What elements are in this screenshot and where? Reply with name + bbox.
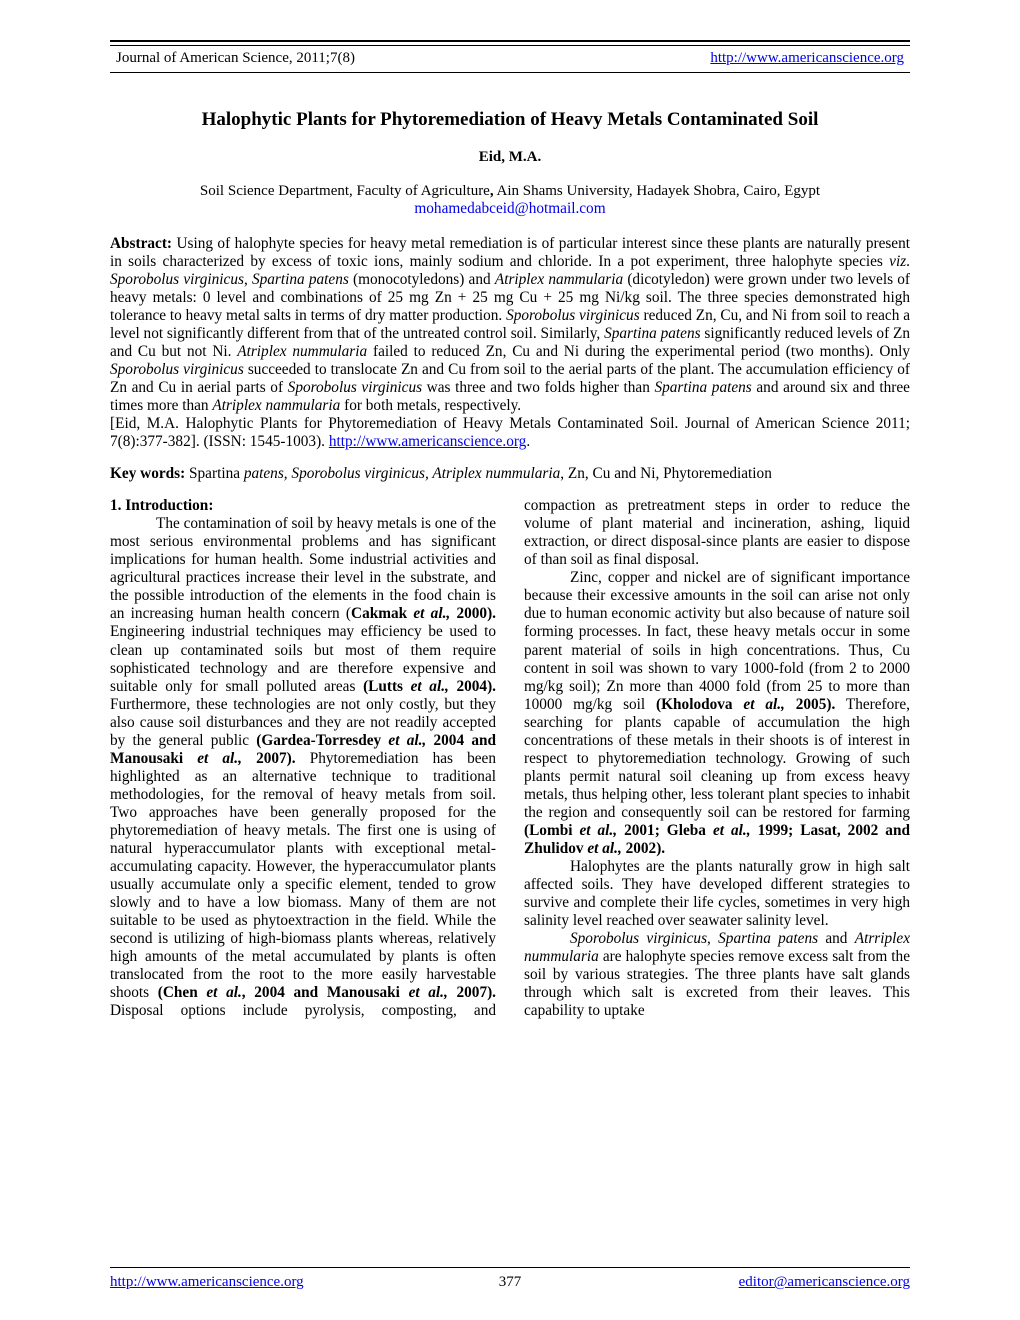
abstract-text-1: Using of halophyte species for heavy met…: [110, 235, 910, 270]
email-link[interactable]: mohamedabceid@hotmail.com: [414, 200, 605, 217]
abstract-sep1: ,: [244, 271, 252, 288]
abstract-sp3b: Atriplex nummularia: [237, 343, 367, 360]
abstract-punct-1: .: [906, 253, 910, 270]
keywords-tail: , Zn, Cu and Ni, Phytoremediation: [560, 465, 772, 482]
p4-sep1: ,: [707, 930, 718, 947]
citation-block: [Eid, M.A. Halophytic Plants for Phytore…: [110, 415, 910, 451]
p2-ref1-a: (Kholodova: [656, 696, 743, 713]
abstract-block: Abstract: Using of halophyte species for…: [110, 235, 910, 415]
p1-ref4-b: , 2004 and Manousaki: [242, 984, 409, 1001]
abstract-tail: for both metals, respectively.: [340, 397, 521, 414]
p2-ref2-a: (Lombi: [524, 822, 579, 839]
abstract-sp1d: Sporobolus virginicus: [288, 379, 422, 396]
p1-d: Phytoremediation has been highlighted as…: [110, 750, 496, 1002]
p1-ref2-b: 2004).: [449, 678, 496, 695]
citation-post: .: [526, 433, 530, 450]
page-footer: http://www.americanscience.org 377 edito…: [110, 1267, 910, 1292]
abstract-mid6: was three and two folds higher than: [422, 379, 654, 396]
affiliation: Soil Science Department, Faculty of Agri…: [110, 183, 910, 201]
abstract-sp1b: Sporobolus virginicus: [506, 307, 640, 324]
p1-ref1-i: et al.,: [413, 605, 450, 622]
paper-title: Halophytic Plants for Phytoremediation o…: [110, 109, 910, 131]
affiliation-suffix: Ain Shams University, Hadayek Shobra, Ca…: [494, 183, 820, 199]
running-head: Journal of American Science, 2011;7(8) h…: [110, 48, 910, 72]
footer-left-link[interactable]: http://www.americanscience.org: [110, 1274, 304, 1292]
abstract-viz: viz: [889, 253, 906, 270]
author-email: mohamedabceid@hotmail.com: [110, 200, 910, 218]
p2-ref2-i3: et al.,: [587, 840, 621, 857]
keywords-italic: patens, Sporobolus virginicus, Atriplex …: [244, 465, 560, 482]
header-top-rule: [110, 40, 910, 46]
author-name: Eid, M.A.: [110, 149, 910, 167]
abstract-sp2b: Spartina patens: [604, 325, 700, 342]
abstract-mid4: failed to reduced Zn, Cu and Ni during t…: [367, 343, 910, 360]
p1-ref3-a: (Gardea-Torresdey: [256, 732, 388, 749]
p1-ref1-a: Cakmak: [351, 605, 413, 622]
abstract-sp3: Atriplex nammularia: [495, 271, 623, 288]
abstract-label: Abstract:: [110, 235, 172, 252]
body-columns: 1. Introduction: The contamination of so…: [110, 497, 910, 1020]
paragraph-2: Zinc, copper and nickel are of significa…: [524, 569, 910, 858]
abstract-sp2: Spartina patens: [252, 271, 349, 288]
p2-ref2-i2: et al.,: [713, 822, 751, 839]
journal-url-link[interactable]: http://www.americanscience.org: [710, 50, 904, 66]
keywords-label: Key words:: [110, 465, 185, 482]
p2-ref1-i: et al.,: [743, 696, 784, 713]
journal-url: http://www.americanscience.org: [710, 50, 904, 68]
keywords-pre: Spartina: [185, 465, 244, 482]
p1-ref2-i: et al.,: [411, 678, 449, 695]
page-number: 377: [499, 1274, 522, 1292]
keywords-block: Key words: Spartina patens, Sporobolus v…: [110, 465, 910, 483]
p1-ref3-i2: et al.,: [197, 750, 242, 767]
journal-name: Journal of American Science, 2011;7(8): [116, 50, 355, 68]
abstract-sp3c: Atriplex nammularia: [212, 397, 340, 414]
p1-ref2-a: (Lutts: [363, 678, 411, 695]
p2-ref2-b: 2001; Gleba: [617, 822, 713, 839]
p1-ref4-c: 2007).: [448, 984, 496, 1001]
p2-ref1-b: 2005).: [785, 696, 835, 713]
section-1-heading: 1. Introduction:: [110, 497, 496, 515]
p4-mid: and: [818, 930, 855, 947]
p1-ref3-c: 2007).: [242, 750, 296, 767]
abstract-mid1: (monocotyledons) and: [349, 271, 495, 288]
paragraph-4: Sporobolus virginicus, Spartina patens a…: [524, 930, 910, 1020]
abstract-sp1c: Sporobolus virginicus: [110, 361, 244, 378]
paragraph-3: Halophytes are the plants naturally grow…: [524, 858, 910, 930]
header-bottom-rule: [110, 72, 910, 73]
p1-ref3-i: et al.,: [388, 732, 426, 749]
abstract-sp2c: Spartina patens: [654, 379, 751, 396]
affiliation-prefix: Soil Science Department, Faculty of Agri…: [200, 183, 490, 199]
footer-right-link[interactable]: editor@americanscience.org: [739, 1274, 910, 1292]
citation-link[interactable]: http://www.americanscience.org: [329, 433, 527, 450]
abstract-sp1: Sporobolus virginicus: [110, 271, 244, 288]
p2-b: Therefore, searching for plants capable …: [524, 696, 910, 821]
p1-ref1-b: 2000).: [450, 605, 496, 622]
p1-ref4-a: (Chen: [158, 984, 207, 1001]
p2-ref2-i: et al.,: [579, 822, 617, 839]
p2-a: Zinc, copper and nickel are of significa…: [524, 569, 910, 712]
p2-ref2-d: 2002).: [622, 840, 665, 857]
p1-ref4-i: et al.: [206, 984, 241, 1001]
p4-sp2: Spartina patens: [718, 930, 818, 947]
footer-rule: [110, 1267, 910, 1268]
p1-ref4-i2: et al.,: [409, 984, 448, 1001]
p4-sp1: Sporobolus virginicus: [570, 930, 707, 947]
